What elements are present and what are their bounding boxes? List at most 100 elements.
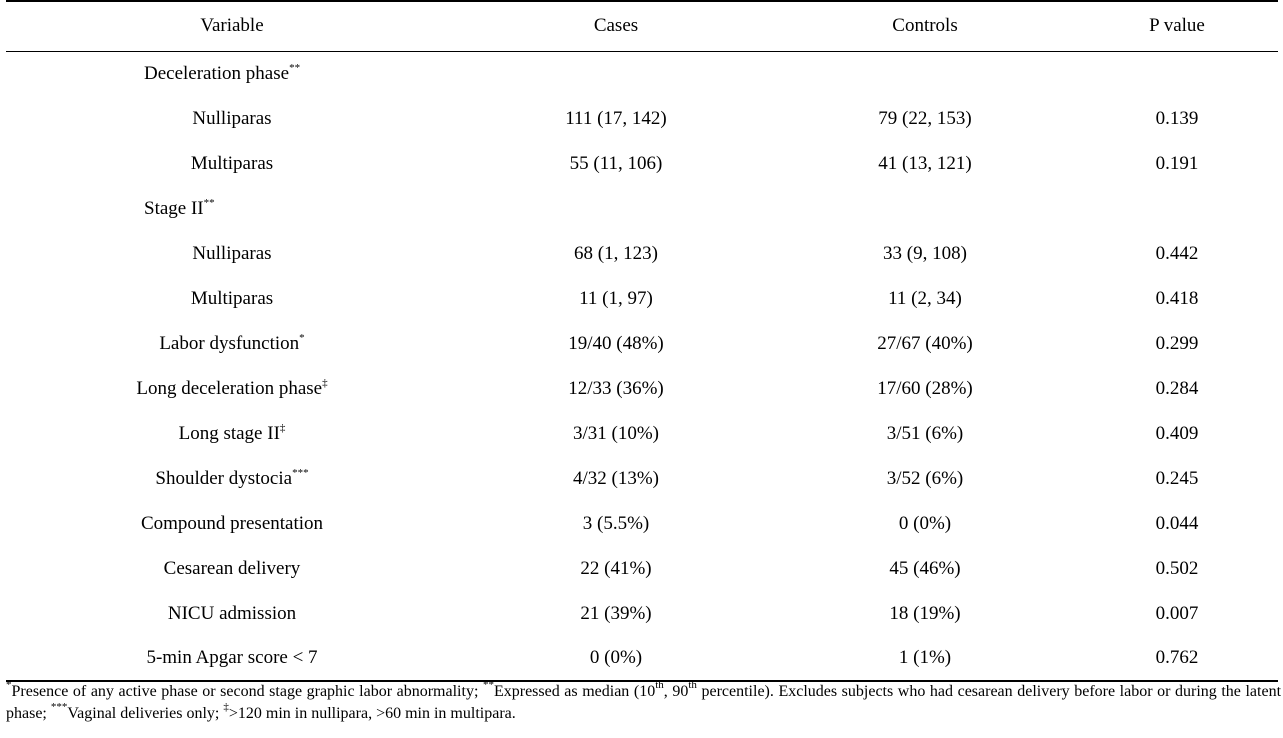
table-row: Shoulder dystocia*** 4/32 (13%) 3/52 (6%) 0… xyxy=(6,456,1278,501)
cell-variable: Multiparas xyxy=(6,141,458,186)
header-variable: Variable xyxy=(6,0,458,52)
cell-p-value xyxy=(1076,51,1278,96)
cell-controls xyxy=(774,51,1076,96)
cell-variable: Multiparas xyxy=(6,276,458,321)
cell-controls: 27/67 (40%) xyxy=(877,332,973,354)
cell-controls: 18 (19%) xyxy=(889,602,961,624)
cell-variable: Compound presentation xyxy=(6,501,458,546)
variable-label: Stage II xyxy=(144,197,204,219)
cell-p-value: 0.502 xyxy=(1155,557,1199,579)
variable-label: Labor dysfunction xyxy=(159,332,300,354)
cell-cases: 12/33 (36%) xyxy=(568,377,664,399)
cell-variable: Labor dysfunction* xyxy=(6,321,458,366)
variable-label: Long deceleration phase xyxy=(136,377,323,399)
header-cases: Cases xyxy=(458,0,774,52)
cell-cases: 68 (1, 123) xyxy=(574,242,658,264)
variable-label: NICU admission xyxy=(167,602,297,624)
cell-controls: 0 (0%) xyxy=(898,512,952,534)
cell-cases: 55 (11, 106) xyxy=(569,152,663,174)
cell-p-value: 0.007 xyxy=(1155,602,1199,624)
footnote-marker: *** xyxy=(292,466,309,479)
table-footnote: *Presence of any active phase or second … xyxy=(6,679,1282,725)
cell-variable: Cesarean delivery xyxy=(6,546,458,591)
table-row: Multiparas 55 (11, 106) 41 (13, 121) 0.191 xyxy=(6,141,1278,186)
variable-label: Compound presentation xyxy=(140,512,324,534)
variable-label: Cesarean delivery xyxy=(163,557,301,579)
cell-variable: Long stage II‡ xyxy=(6,411,458,456)
cell-p-value: 0.442 xyxy=(1155,242,1199,264)
header-p-value: P value xyxy=(1076,0,1278,52)
table-row: Multiparas 11 (1, 97) 11 (2, 34) 0.418 xyxy=(6,276,1278,321)
cell-controls: 41 (13, 121) xyxy=(878,152,972,174)
cell-variable: Nulliparas xyxy=(6,231,458,276)
table-row: Stage II** xyxy=(6,186,1278,231)
cell-variable: Stage II** xyxy=(6,186,458,231)
cell-controls: 11 (2, 34) xyxy=(888,287,962,309)
variable-label: Nulliparas xyxy=(192,107,272,129)
cell-cases: 3 (5.5%) xyxy=(582,512,650,534)
table-row: NICU admission 21 (39%) 18 (19%) 0.007 xyxy=(6,591,1278,636)
table-row: Nulliparas 68 (1, 123) 33 (9, 108) 0.442 xyxy=(6,231,1278,276)
footnote-text: Vaginal deliveries only; xyxy=(67,705,224,722)
cell-p-value: 0.299 xyxy=(1155,332,1199,354)
cell-controls: 3/52 (6%) xyxy=(886,467,964,489)
cell-p-value: 0.418 xyxy=(1155,287,1199,309)
footnote-text: percentile). Excludes subjects who had c… xyxy=(6,683,1282,722)
table-row: Deceleration phase** xyxy=(6,51,1278,96)
table-row: 5-min Apgar score < 7 0 (0%) 1 (1%) 0.762 xyxy=(6,636,1278,682)
footnote-text: Presence of any active phase or second s… xyxy=(11,683,483,700)
footnote-marker: ‡ xyxy=(279,421,286,434)
cell-cases xyxy=(458,51,774,96)
cell-cases: 0 (0%) xyxy=(458,636,774,682)
variable-label: Multiparas xyxy=(190,287,274,309)
results-table-container: Variable Cases Controls P value Decelera… xyxy=(6,0,1278,682)
cell-p-value: 0.245 xyxy=(1155,467,1199,489)
footnote-marker: ‡ xyxy=(322,376,328,389)
cell-controls: 33 (9, 108) xyxy=(883,242,967,264)
cell-p-value xyxy=(1076,186,1278,231)
cell-p-value: 0.139 xyxy=(1155,107,1199,129)
cell-controls: 3/51 (6%) xyxy=(886,422,964,444)
variable-label: Shoulder dystocia xyxy=(155,467,293,489)
cell-p-value: 0.762 xyxy=(1076,636,1278,682)
table-row: Cesarean delivery 22 (41%) 45 (46%) 0.502 xyxy=(6,546,1278,591)
footnote-mark: * xyxy=(6,679,12,691)
results-table: Variable Cases Controls P value Decelera… xyxy=(6,0,1278,682)
cell-variable: Long deceleration phase‡ xyxy=(6,366,458,411)
cell-p-value: 0.409 xyxy=(1155,422,1199,444)
cell-cases: 19/40 (48%) xyxy=(568,332,664,354)
footnote-superscript: th xyxy=(655,679,664,691)
cell-controls xyxy=(774,186,1076,231)
variable-label: Multiparas xyxy=(190,152,274,174)
cell-cases: 21 (39%) xyxy=(580,602,652,624)
cell-variable: 5-min Apgar score < 7 xyxy=(6,636,458,682)
variable-label: Long stage II xyxy=(178,422,280,444)
header-controls: Controls xyxy=(774,0,1076,52)
cell-variable: NICU admission xyxy=(6,591,458,636)
cell-controls: 45 (46%) xyxy=(889,557,961,579)
footnote-marker: ** xyxy=(289,61,301,74)
cell-variable: Shoulder dystocia*** xyxy=(6,456,458,501)
cell-controls: 1 (1%) xyxy=(774,636,1076,682)
footnote-mark: ** xyxy=(482,679,494,691)
cell-p-value: 0.044 xyxy=(1155,512,1199,534)
variable-label: 5-min Apgar score < 7 xyxy=(146,647,318,668)
cell-p-value: 0.284 xyxy=(1155,377,1199,399)
footnote-mark: ‡ xyxy=(223,701,229,713)
table-body: Deceleration phase** Nulliparas 111 (17, 1… xyxy=(6,51,1278,682)
footnote-marker: * xyxy=(299,331,305,344)
table-row: Compound presentation 3 (5.5%) 0 (0%) 0.044 xyxy=(6,501,1278,546)
cell-variable: Deceleration phase** xyxy=(6,51,458,96)
cell-cases: 3/31 (10%) xyxy=(572,422,659,444)
cell-controls: 17/60 (28%) xyxy=(877,377,973,399)
table-row: Long deceleration phase‡ 12/33 (36%) 17/60… xyxy=(6,366,1278,411)
footnote-superscript: th xyxy=(688,679,697,691)
footnote-text: , 90 xyxy=(663,683,689,700)
footnote-text: Expressed as median (10 xyxy=(493,683,656,700)
table-header-row: Variable Cases Controls P value xyxy=(6,0,1278,52)
cell-p-value: 0.191 xyxy=(1155,152,1199,174)
footnote-mark: *** xyxy=(50,701,68,713)
cell-cases: 4/32 (13%) xyxy=(572,467,659,489)
footnote-marker: ** xyxy=(203,196,215,209)
cell-cases: 22 (41%) xyxy=(580,557,652,579)
